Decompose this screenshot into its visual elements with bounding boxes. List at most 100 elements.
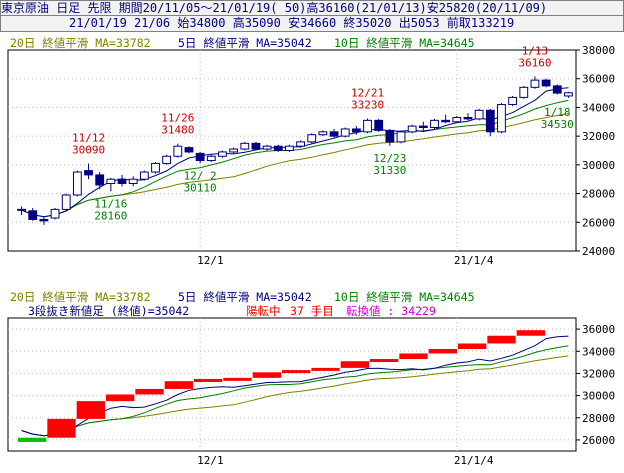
candle-body-down <box>374 119 384 131</box>
brick-status: 陽転中 <box>246 304 281 318</box>
candle-body-down <box>463 116 473 120</box>
annotation-date: 12/ 2 <box>184 169 217 182</box>
candle <box>385 128 395 146</box>
brick-series <box>18 330 545 442</box>
ma5-line <box>21 335 569 437</box>
brick-up <box>194 378 223 382</box>
candlestick-series <box>17 76 573 225</box>
candle <box>251 141 261 151</box>
y-tick-label: 26000 <box>582 434 615 447</box>
candle <box>296 140 305 148</box>
annotation-date: 1/18 <box>544 106 571 119</box>
candle <box>340 127 350 138</box>
candle-body-down <box>418 125 428 129</box>
candle-body-up <box>363 119 372 133</box>
candle <box>106 177 116 192</box>
candle-body-down <box>385 129 395 143</box>
candle-body-down <box>39 218 49 222</box>
annotation-date: 12/23 <box>373 152 406 165</box>
brick-up <box>282 370 311 374</box>
brick-up <box>370 359 399 363</box>
candle-body-down <box>184 147 194 153</box>
candle <box>285 144 294 152</box>
annotation-value: 34530 <box>541 118 574 131</box>
candle-body-down <box>329 131 339 137</box>
candle <box>240 141 250 151</box>
brick-info-prefix: 3段抜き新値足 (終値)=35042 <box>28 304 189 318</box>
candle-body-up <box>240 142 250 150</box>
bottom-panel-x-axis: 12/1 21/1/4 <box>197 454 494 467</box>
candle <box>530 76 540 89</box>
candle <box>128 176 138 187</box>
candle-body-up <box>162 155 172 164</box>
brick-up <box>399 353 428 360</box>
candle <box>363 118 372 134</box>
candle-body-up <box>396 131 406 143</box>
candle <box>195 151 205 164</box>
annotation-value: 31480 <box>161 124 194 137</box>
candle-body-up <box>530 79 540 88</box>
annotation-value: 28160 <box>94 209 127 222</box>
candle <box>407 124 417 134</box>
candle-body-up <box>564 92 573 97</box>
candle <box>229 147 239 154</box>
y-tick-label: 36000 <box>582 323 615 336</box>
candle <box>452 116 462 124</box>
candle-body-up <box>218 151 227 157</box>
candle-body-down <box>441 119 451 123</box>
bottom-panel-moving-averages <box>21 335 569 437</box>
candle-body-up <box>173 145 183 157</box>
annotation-date: 12/21 <box>351 86 384 99</box>
candle <box>95 172 105 190</box>
candle-body-up <box>262 145 272 150</box>
x-tick-label: 12/1 <box>197 254 224 267</box>
candle <box>519 85 529 99</box>
candle-body-up <box>61 194 71 210</box>
annotation-date: 1/13 <box>522 44 549 57</box>
candle <box>84 163 93 180</box>
candle-body-up <box>285 145 294 151</box>
header-line1-text: 東京原油 日足 先限 期間20/11/05～21/01/19( 50)高3616… <box>1 1 548 15</box>
candle-body-up <box>318 131 328 136</box>
annotation-date: 11/26 <box>161 112 194 125</box>
candle-body-up <box>407 125 417 133</box>
candle <box>17 206 26 216</box>
brick-up <box>458 343 487 350</box>
candle <box>396 130 406 144</box>
y-tick-label: 30000 <box>582 390 615 403</box>
annotation-value: 30090 <box>72 144 105 157</box>
top-legend-ma10: 10日 終値平滑 MA=34645 <box>334 36 475 50</box>
ma10-line <box>21 99 569 218</box>
candle-body-up <box>50 208 60 219</box>
y-tick-label: 28000 <box>582 188 615 201</box>
candle <box>307 133 317 144</box>
candle <box>139 170 149 181</box>
brick-reversal: 転換値 : 34229 <box>346 304 436 318</box>
y-tick-label: 24000 <box>582 245 615 258</box>
brick-up <box>252 372 281 378</box>
y-tick-label: 26000 <box>582 216 615 229</box>
candle-body-down <box>251 142 261 150</box>
bottom-legend-ma10: 10日 終値平滑 MA=34645 <box>334 290 475 304</box>
bottom-panel-y-axis: 26000 28000 30000 32000 34000 36000 <box>576 323 615 447</box>
brick-up <box>487 335 516 344</box>
brick-up <box>106 394 135 402</box>
candle <box>262 144 272 151</box>
y-tick-label: 30000 <box>582 159 615 172</box>
candle-body-down <box>485 109 495 133</box>
brick-count: 37 手目 <box>290 304 334 318</box>
y-tick-label: 34000 <box>582 345 615 358</box>
ma20-line <box>21 355 569 437</box>
candle <box>474 108 484 121</box>
candle <box>329 128 339 138</box>
candle-body-up <box>72 171 82 196</box>
candle-body-up <box>296 141 305 147</box>
annotation-date: 11/16 <box>94 197 127 210</box>
brick-up <box>428 349 457 354</box>
candle <box>463 113 473 121</box>
top-legend-ma20: 20日 終値平滑 MA=33782 <box>10 36 151 50</box>
candle <box>508 95 518 106</box>
candle-body-up <box>519 86 529 98</box>
candle-body-down <box>84 170 93 176</box>
annotation-date: 11/12 <box>72 132 105 145</box>
